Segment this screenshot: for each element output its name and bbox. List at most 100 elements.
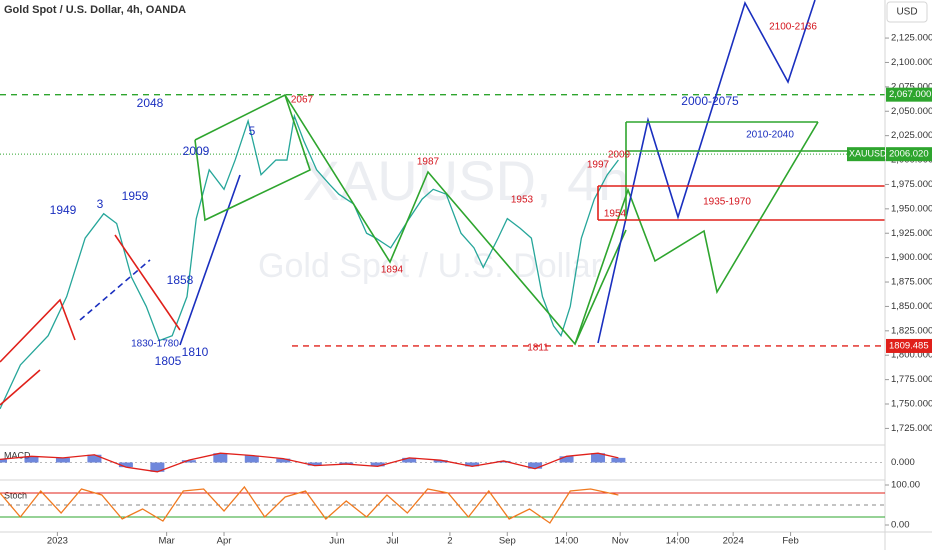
annotation: 1811 [527, 343, 549, 354]
stoch-line [0, 485, 619, 524]
macd-bar [87, 454, 102, 463]
level-badge [886, 87, 932, 102]
y-tick-label: 1,975.000 [891, 179, 932, 190]
x-tick-label: Nov [612, 536, 629, 547]
macd-bar [370, 462, 385, 467]
level-badge [886, 147, 932, 162]
x-tick-label: Mar [158, 536, 174, 547]
macd-bar [181, 460, 196, 463]
annotation: 1810 [182, 345, 209, 359]
y-tick-label: 1,825.000 [891, 325, 932, 336]
level-label: 1809.485 [889, 340, 929, 351]
annotation: 1894 [381, 265, 404, 276]
macd-bar [611, 457, 626, 463]
annotation: 5 [249, 124, 256, 138]
macd-bar [213, 453, 228, 463]
x-tick-label: 2 [447, 536, 452, 547]
indicator-name: MACD [4, 450, 31, 460]
annotation: 2000-2075 [681, 94, 739, 108]
title-bg [0, 0, 190, 18]
macd-bar [496, 460, 511, 463]
annotation: 2010-2040 [746, 130, 794, 141]
annotation: 2009 [183, 144, 210, 158]
plot-area [0, 93, 885, 410]
macd-bar [118, 462, 133, 468]
channel [0, 369, 41, 406]
macd-bar [276, 458, 291, 463]
macd-bar [55, 457, 70, 463]
annotation: 1954 [604, 209, 627, 220]
macd-bar [528, 462, 543, 469]
annotation: 2100-2136 [769, 22, 817, 33]
y-tick-label: 1,900.000 [891, 252, 932, 263]
macd-line [0, 452, 619, 473]
x-tick-label: 2024 [723, 536, 744, 547]
level-badge [886, 338, 932, 353]
channel [0, 298, 76, 363]
trend-line [114, 234, 181, 331]
y-tick-label: 1,750.000 [891, 399, 932, 410]
wave-path [574, 229, 627, 345]
level-label: 2006.020 [889, 149, 929, 160]
watermark-name: Gold Spot / U.S. Dollar [258, 247, 602, 285]
macd-bar [24, 456, 39, 463]
channel [194, 93, 311, 222]
annotation: 1805 [155, 354, 182, 368]
y-tick-label: 2,025.000 [891, 130, 932, 141]
y-tick-label: 1,800.000 [891, 350, 932, 361]
annotation: 1858 [167, 273, 194, 287]
annotation: 3 [97, 197, 104, 211]
macd-bar [244, 455, 259, 463]
x-tick-label: Apr [217, 536, 232, 547]
currency[interactable]: USD [896, 7, 917, 18]
currency-button[interactable] [886, 1, 928, 23]
chart-title: Gold Spot / U.S. Dollar, 4h, OANDA [4, 4, 186, 16]
x-tick-label: 14:00 [555, 536, 579, 547]
macd-bar [307, 462, 322, 466]
macd-bar [433, 460, 448, 463]
annotation: 1959 [122, 189, 149, 203]
macd-bar [591, 453, 606, 463]
x-tick-label: 2023 [47, 536, 68, 547]
annotation: 2067 [291, 95, 314, 106]
wave-path [284, 94, 819, 346]
x-tick-label: Feb [782, 536, 798, 547]
macd-bar [0, 459, 7, 463]
annotation: 2009 [608, 150, 631, 161]
legend-entry: XAUUSD [849, 149, 887, 159]
watermark-symbol: XAUUSD, 4h [303, 149, 630, 212]
y-tick-label: 1,725.000 [891, 423, 932, 434]
annotation: 2048 [137, 96, 164, 110]
trend-line [179, 174, 241, 346]
x-tick-label: 14:00 [666, 536, 690, 547]
macd-bar [465, 462, 480, 467]
y-tick-label: 1,775.000 [891, 374, 932, 385]
macd-bar [402, 457, 417, 463]
annotation: 1830-1780 [131, 339, 179, 350]
x-tick-label: Jun [329, 536, 344, 547]
annotation: 1949 [50, 203, 77, 217]
y-tick-label: 1,925.000 [891, 228, 932, 239]
y-tick-label: 1,875.000 [891, 277, 932, 288]
y-tick-label: 0.000 [891, 457, 915, 468]
y-tick-label: 1,950.000 [891, 203, 932, 214]
y-tick-label: 100.00 [891, 480, 920, 491]
macd-bar [339, 462, 354, 465]
series-badge [847, 147, 885, 162]
x-tick-label: Sep [499, 536, 516, 547]
y-tick-label: 0.00 [891, 520, 910, 531]
price-line [0, 113, 619, 410]
level-label: 2,067.000 [889, 89, 931, 100]
annotation: 1953 [511, 195, 534, 206]
macd-bar [559, 456, 574, 463]
y-tick-label: 2,100.000 [891, 57, 932, 68]
y-tick-label: 1,850.000 [891, 301, 932, 312]
projection [597, 0, 816, 344]
annotation: 1987 [417, 157, 440, 168]
annotation: 1935-1970 [703, 197, 751, 208]
annotation: 1997 [587, 160, 610, 171]
trend-line [79, 259, 151, 321]
y-tick-label: 2,075.000 [891, 81, 932, 92]
